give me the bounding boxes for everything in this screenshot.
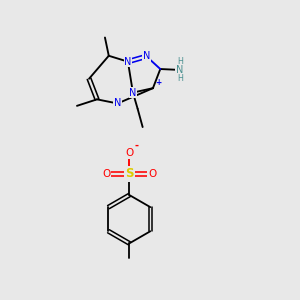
Text: +: + bbox=[156, 78, 162, 87]
Text: N: N bbox=[143, 51, 150, 62]
Text: S: S bbox=[125, 167, 134, 180]
Text: N: N bbox=[114, 98, 121, 109]
Text: O: O bbox=[102, 169, 110, 179]
Text: H: H bbox=[177, 57, 183, 66]
Text: H: H bbox=[177, 74, 183, 83]
Text: -: - bbox=[135, 141, 139, 151]
Text: O: O bbox=[125, 148, 134, 158]
Text: S: S bbox=[125, 167, 134, 180]
Text: O: O bbox=[148, 169, 157, 179]
Text: N: N bbox=[129, 88, 137, 98]
Text: N: N bbox=[124, 57, 132, 67]
Text: N: N bbox=[176, 65, 183, 75]
